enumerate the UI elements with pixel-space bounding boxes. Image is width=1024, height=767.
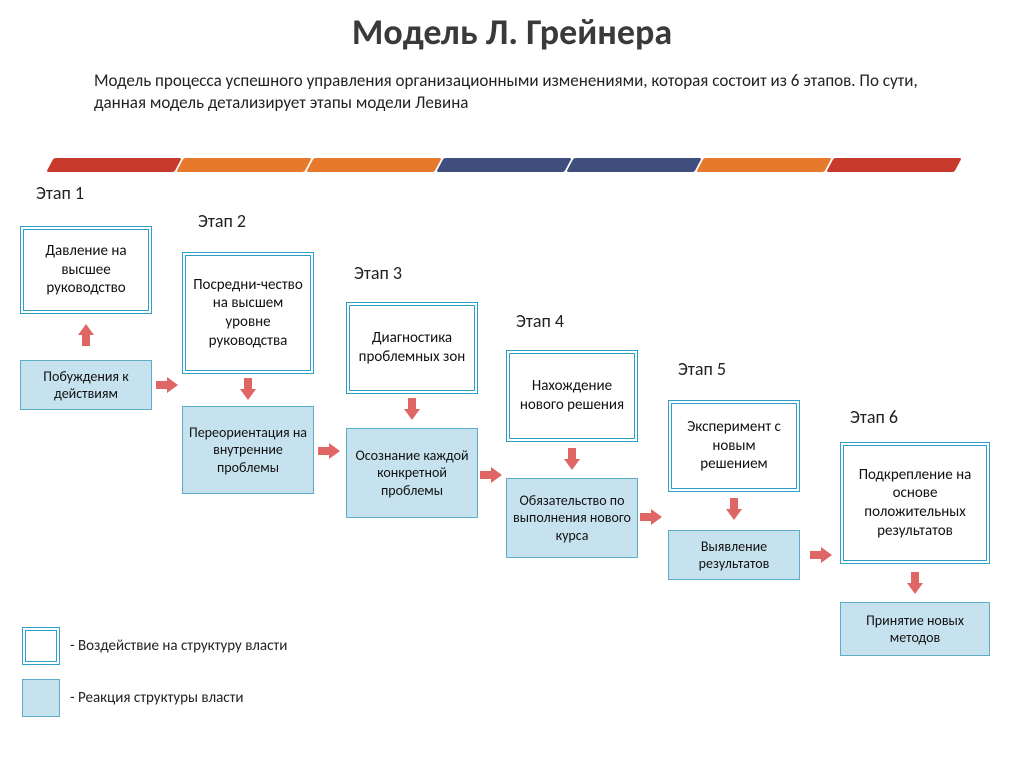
- stage-label: Этап 3: [354, 262, 402, 284]
- ribbon-segment: [46, 158, 181, 172]
- flow-arrow: [241, 378, 255, 400]
- legend-row: - Воздействие на структуру власти: [22, 627, 287, 665]
- reaction-box: Переориентация на внутренние проблемы: [182, 406, 314, 494]
- ribbon-segment: [566, 158, 701, 172]
- flow-arrow: [565, 448, 579, 470]
- flow-arrow: [908, 572, 922, 594]
- legend-swatch: [22, 627, 60, 665]
- subtitle: Модель процесса успешного управления орг…: [0, 54, 1024, 120]
- stage-label: Этап 6: [850, 406, 898, 428]
- legend-row: - Реакция структуры власти: [22, 679, 287, 717]
- decorative-ribbon: [50, 158, 958, 172]
- reaction-box: Принятие новых методов: [840, 602, 990, 656]
- reaction-box: Побуждения к действиям: [20, 360, 152, 410]
- flow-arrow: [318, 444, 340, 458]
- flow-arrow: [480, 468, 502, 482]
- flow-arrow: [405, 398, 419, 420]
- legend-swatch: [22, 679, 60, 717]
- stage-label: Этап 2: [198, 210, 246, 232]
- stage-box: Давление на высшее руководство: [20, 226, 152, 314]
- flow-arrow: [727, 498, 741, 520]
- stage-box: Диагностика проблемных зон: [346, 302, 478, 394]
- stage-label: Этап 5: [678, 358, 726, 380]
- page-title: Модель Л. Грейнера: [0, 0, 1024, 54]
- flow-arrow: [640, 510, 662, 524]
- flow-arrow: [156, 378, 178, 392]
- legend-label: - Реакция структуры власти: [70, 689, 244, 707]
- stage-label: Этап 1: [36, 182, 84, 204]
- flow-arrow: [810, 548, 832, 562]
- ribbon-segment: [826, 158, 961, 172]
- reaction-box: Осознание каждой конкретной проблемы: [346, 428, 478, 518]
- ribbon-segment: [436, 158, 571, 172]
- ribbon-segment: [306, 158, 441, 172]
- reaction-box: Обязательство по выполнения нового курса: [506, 478, 638, 558]
- stage-box: Посредни-чество на высшем уровне руковод…: [182, 252, 314, 374]
- legend-label: - Воздействие на структуру власти: [70, 637, 287, 655]
- flow-arrow: [79, 324, 93, 346]
- stage-box: Подкрепление на основе положительных рез…: [840, 442, 990, 564]
- reaction-box: Выявление результатов: [668, 530, 800, 580]
- stage-box: Эксперимент с новым решением: [668, 400, 800, 492]
- ribbon-segment: [696, 158, 831, 172]
- stage-box: Нахождение нового решения: [506, 350, 638, 442]
- legend: - Воздействие на структуру власти - Реакц…: [22, 627, 287, 717]
- stage-label: Этап 4: [516, 310, 564, 332]
- ribbon-segment: [176, 158, 311, 172]
